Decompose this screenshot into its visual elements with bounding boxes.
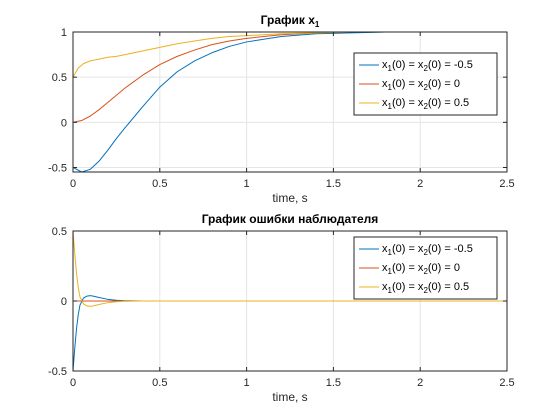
y-tick-label-1: 0 — [61, 296, 67, 308]
x-tick-label-3: 1.5 — [326, 377, 341, 389]
x-tick-label-2: 1 — [244, 178, 250, 190]
x-axis-label: time, s — [272, 191, 307, 205]
x-tick-label-1: 0.5 — [152, 377, 167, 389]
x-tick-label-1: 0.5 — [152, 178, 167, 190]
x-tick-label-4: 2 — [417, 178, 423, 190]
series-line-0 — [73, 32, 507, 172]
x-tick-label-3: 1.5 — [326, 178, 341, 190]
y-tick-label-0: -0.5 — [48, 162, 67, 174]
x-tick-label-0: 0 — [70, 377, 76, 389]
x-tick-label-4: 2 — [417, 377, 423, 389]
x-tick-label-5: 2.5 — [499, 178, 514, 190]
legend-label-0: x1(0) = x2(0) = -0.5 — [382, 243, 473, 257]
series-line-2 — [73, 231, 507, 307]
legend-label-2: x1(0) = x2(0) = 0.5 — [382, 281, 469, 295]
x-axis-label: time, s — [272, 390, 307, 404]
chart-title-subscript: 1 — [315, 20, 320, 29]
chart-title: График ошибки наблюдателя — [202, 212, 379, 226]
legend-label-1: x1(0) = x2(0) = 0 — [382, 78, 460, 92]
x-tick-label-0: 0 — [70, 178, 76, 190]
y-tick-label-3: 1 — [61, 27, 67, 39]
y-tick-label-0: -0.5 — [48, 366, 67, 378]
x-tick-label-2: 1 — [244, 377, 250, 389]
chart-title: График x1 — [261, 13, 320, 29]
y-tick-label-2: 0.5 — [52, 226, 67, 238]
axes-box — [72, 31, 508, 173]
series-line-2 — [73, 32, 507, 78]
legend: x1(0) = x2(0) = -0.5 x1(0) = x2(0) = 0 x1(… — [353, 52, 498, 116]
legend-label-1: x1(0) = x2(0) = 0 — [382, 262, 460, 276]
legend-label-0: x1(0) = x2(0) = -0.5 — [382, 59, 473, 73]
y-tick-label-1: 0 — [61, 117, 67, 129]
x-tick-label-5: 2.5 — [499, 377, 514, 389]
legend: x1(0) = x2(0) = -0.5 x1(0) = x2(0) = 0 x1(… — [353, 236, 498, 300]
y-tick-label-2: 0.5 — [52, 72, 67, 84]
legend-label-2: x1(0) = x2(0) = 0.5 — [382, 97, 469, 111]
